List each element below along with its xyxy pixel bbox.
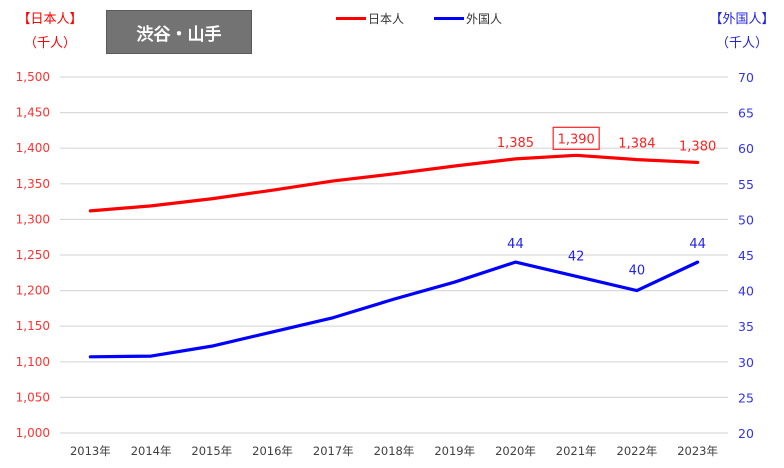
- x-axis-tick-label: 2016年: [252, 444, 293, 458]
- left-axis-title: 【日本人】 （千人）: [8, 8, 92, 56]
- left-axis-tick-label: 1,000: [16, 426, 50, 440]
- right-axis-tick-label: 30: [738, 355, 754, 370]
- x-axis-tick-label: 2017年: [313, 444, 354, 458]
- left-axis-tick-label: 1,450: [16, 106, 50, 120]
- right-axis-tick-label: 55: [738, 177, 754, 192]
- left-axis-tick-label: 1,150: [16, 319, 50, 333]
- right-axis-title-line2: （千人）: [715, 36, 768, 51]
- x-axis-tick-label: 2020年: [495, 444, 536, 458]
- right-axis-title-line1: 【外国人】: [709, 12, 775, 27]
- left-axis-tick-label: 1,050: [16, 390, 50, 404]
- right-axis-tick-label: 50: [738, 212, 754, 227]
- right-axis-tick-label: 70: [738, 70, 754, 85]
- legend-swatch-foreign: [434, 17, 465, 20]
- highlight-box: [552, 126, 600, 150]
- right-axis-tick-label: 35: [738, 319, 754, 334]
- x-axis-tick-label: 2019年: [434, 444, 475, 458]
- data-label-japanese: 1,384: [618, 137, 655, 152]
- legend-item-foreign: 外国人: [434, 10, 502, 27]
- right-axis-tick-label: 40: [738, 284, 754, 299]
- left-axis-tick-label: 1,400: [16, 141, 50, 155]
- x-axis-tick-label: 2021年: [556, 444, 597, 458]
- x-axis-tick-label: 2022年: [617, 444, 658, 458]
- legend-label-japanese: 日本人: [368, 12, 405, 26]
- legend-swatch-japanese: [336, 17, 366, 20]
- left-axis-tick-label: 1,500: [16, 70, 50, 84]
- x-axis-tick-label: 2018年: [374, 444, 415, 458]
- x-axis-tick-label: 2023年: [677, 444, 718, 458]
- legend-item-japanese: 日本人: [336, 10, 404, 27]
- left-axis-tick-label: 1,250: [16, 248, 50, 262]
- data-label-japanese: 1,380: [679, 139, 716, 154]
- x-axis-tick-label: 2013年: [70, 444, 111, 458]
- left-axis-tick-label: 1,350: [16, 177, 50, 191]
- right-axis-tick-label: 65: [738, 106, 754, 121]
- series-line-foreign: [88, 260, 700, 359]
- legend: 日本人 外国人: [336, 10, 502, 27]
- left-axis-title-line1: 【日本人】: [17, 12, 83, 27]
- left-axis-tick-label: 1,300: [16, 212, 50, 226]
- data-label-foreign: 44: [507, 237, 524, 252]
- left-axis-title-line2: （千人）: [23, 36, 76, 51]
- data-label-foreign: 42: [568, 249, 585, 264]
- right-axis-tick-label: 20: [738, 426, 754, 441]
- right-axis-tick-label: 45: [738, 248, 754, 263]
- data-label-foreign: 40: [629, 264, 646, 279]
- chart-title: 渋谷・山手: [106, 10, 252, 54]
- left-axis-tick-label: 1,100: [16, 355, 50, 369]
- data-label-japanese: 1,385: [497, 136, 534, 151]
- x-axis-tick-label: 2014年: [131, 444, 172, 458]
- series-line-japanese: [88, 153, 700, 213]
- data-label-japanese: 1,390: [558, 132, 595, 147]
- right-axis-tick-label: 25: [738, 390, 754, 405]
- legend-label-foreign: 外国人: [466, 12, 503, 26]
- data-label-foreign: 44: [689, 237, 706, 252]
- left-axis-tick-label: 1,200: [16, 284, 50, 298]
- right-axis-title: 【外国人】 （千人）: [700, 8, 784, 56]
- right-axis-tick-label: 60: [738, 141, 754, 156]
- x-axis-tick-label: 2015年: [191, 444, 232, 458]
